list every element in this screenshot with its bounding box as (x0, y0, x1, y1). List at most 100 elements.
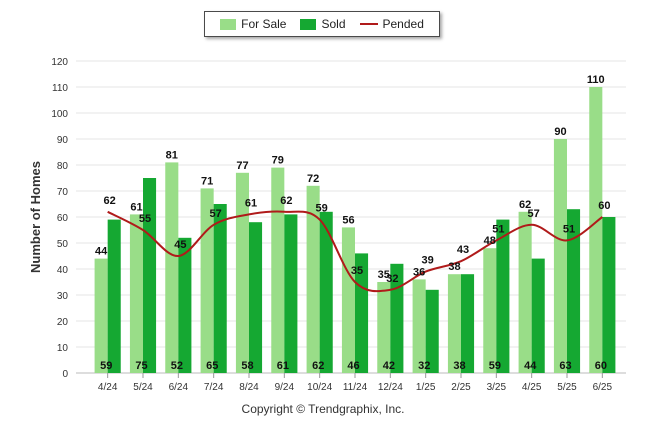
data-label-for-sale: 71 (201, 175, 213, 187)
data-label-pended: 62 (104, 195, 116, 207)
bar-for-sale (129, 214, 143, 373)
data-label-sold: 60 (595, 360, 607, 372)
bar-for-sale (377, 282, 391, 373)
bar-sold (143, 178, 157, 373)
for-sale-swatch (220, 18, 237, 30)
data-label-sold: 58 (241, 360, 253, 372)
data-label-pended: 57 (210, 208, 222, 220)
data-label-pended: 60 (598, 200, 610, 212)
data-label-pended: 32 (386, 273, 398, 285)
data-label-sold: 44 (524, 360, 537, 372)
legend-label-for-sale: For Sale (241, 17, 287, 31)
bar-for-sale (412, 279, 426, 373)
x-tick-label: 9/24 (275, 382, 295, 393)
pended-swatch (359, 23, 378, 25)
y-tick-label: 30 (57, 291, 69, 302)
x-tick-label: 10/24 (307, 382, 332, 393)
bar-sold (567, 209, 581, 373)
bar-sold (355, 253, 369, 373)
bar-for-sale (271, 167, 285, 373)
data-label-for-sale: 110 (587, 74, 605, 86)
legend-item-sold[interactable]: Sold (300, 17, 346, 31)
x-tick-label: 3/25 (487, 382, 507, 393)
data-label-for-sale: 56 (342, 214, 354, 226)
bar-sold (425, 289, 439, 373)
legend-item-pended[interactable]: Pended (359, 17, 424, 31)
data-label-pended: 55 (139, 213, 151, 225)
x-tick-label: 6/24 (169, 382, 189, 393)
bar-sold (531, 258, 545, 373)
data-label-sold: 32 (418, 360, 430, 372)
data-label-pended: 51 (492, 223, 504, 235)
data-label-sold: 52 (171, 360, 183, 372)
y-tick-label: 110 (52, 83, 68, 94)
x-axis-ticks: 4/24 5/24 6/24 7/24 8/24 9/24 10/24 11/24 12/24 1… (98, 373, 613, 393)
data-label-for-sale: 48 (484, 235, 496, 247)
data-label-sold: 59 (100, 360, 112, 372)
x-tick-label: 4/24 (98, 382, 118, 393)
data-label-pended: 35 (351, 265, 363, 277)
legend-label-sold: Sold (321, 17, 346, 31)
bar-sold (461, 274, 475, 373)
x-tick-label: 2/25 (451, 382, 471, 393)
data-label-for-sale: 38 (448, 261, 460, 273)
data-label-sold: 62 (312, 360, 324, 372)
data-label-sold: 63 (559, 360, 571, 372)
data-label-sold: 42 (383, 360, 395, 372)
bar-sold (249, 222, 263, 373)
bar-sold (319, 211, 333, 373)
data-label-pended: 62 (280, 195, 292, 207)
y-tick-label: 10 (57, 343, 69, 354)
y-tick-label: 90 (57, 135, 69, 146)
x-tick-label: 5/24 (133, 382, 153, 393)
bar-sold (107, 219, 121, 373)
pended-line-path (107, 210, 603, 293)
x-tick-label: 12/24 (378, 382, 403, 393)
y-tick-label: 60 (57, 213, 69, 224)
data-label-pended: 45 (174, 239, 186, 251)
y-tick-label: 20 (57, 317, 69, 328)
bar-sold (390, 263, 404, 373)
data-label-for-sale: 79 (272, 155, 284, 167)
y-tick-label: 120 (51, 57, 68, 68)
data-label-sold: 46 (347, 360, 359, 372)
data-label-sold: 61 (277, 360, 289, 372)
bar-for-sale (306, 185, 320, 373)
bar-for-sale (165, 162, 179, 373)
data-label-for-sale: 35 (378, 269, 390, 281)
data-label-for-sale: 61 (130, 201, 142, 213)
x-tick-label: 4/25 (522, 382, 542, 393)
bar-for-sale (589, 87, 603, 373)
bar-for-sale (341, 227, 355, 373)
bar-sold (213, 204, 227, 373)
legend: For Sale Sold Pended (204, 11, 440, 37)
x-tick-label: 1/25 (416, 382, 436, 393)
data-label-sold: 59 (489, 360, 501, 372)
x-tick-label: 11/24 (343, 382, 368, 393)
pended-line (107, 210, 603, 293)
bar-sold (602, 217, 616, 373)
data-label-for-sale: 77 (236, 160, 248, 172)
bar-sold (284, 214, 298, 373)
data-label-for-sale: 72 (307, 173, 319, 185)
y-tick-label: 70 (57, 187, 69, 198)
y-tick-label: 100 (51, 109, 68, 120)
bars (94, 87, 616, 373)
y-tick-label: 50 (57, 239, 69, 250)
data-label-for-sale: 44 (95, 246, 108, 258)
data-labels: 44 59 61 75 81 52 71 65 77 58 79 61 72 62 56 46 35 42 36 32… (95, 74, 610, 372)
data-label-pended: 51 (563, 223, 575, 235)
bar-for-sale (518, 211, 532, 373)
bar-for-sale (483, 248, 497, 373)
y-axis-label: Number of Homes (28, 161, 43, 273)
data-label-for-sale: 36 (413, 266, 425, 278)
data-label-pended: 57 (528, 208, 540, 220)
y-axis-ticks: 0 10 20 30 40 50 60 70 80 90 100 110 120 (51, 57, 68, 380)
legend-item-for-sale[interactable]: For Sale (220, 17, 286, 31)
bar-for-sale (235, 172, 249, 373)
copyright-text: Copyright © Trendgraphix, Inc. (241, 402, 405, 416)
y-tick-label: 0 (62, 369, 68, 380)
x-tick-label: 6/25 (593, 382, 613, 393)
y-tick-label: 80 (57, 161, 69, 172)
